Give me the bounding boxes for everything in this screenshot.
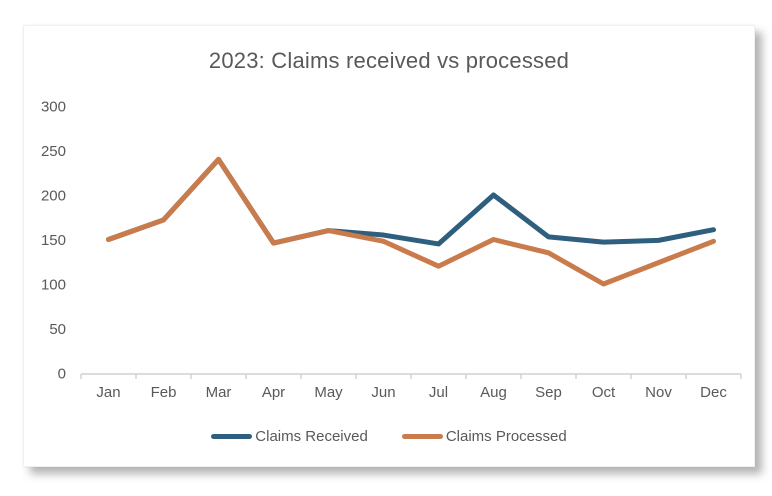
x-axis-label: Aug bbox=[480, 384, 507, 401]
x-axis-label: Nov bbox=[645, 384, 672, 401]
legend-label-claims-processed: Claims Processed bbox=[445, 428, 567, 445]
chart-plot-area: 0 50 100 150 200 250 300 Jan Feb Mar Apr May Jun Jul A… bbox=[41, 99, 742, 401]
chart-legend: Claims Received Claims Processed bbox=[24, 428, 754, 445]
chart-card: 0 50 100 150 200 250 300 Jan Feb Mar Apr May Jun Jul A… bbox=[23, 25, 755, 467]
y-axis-label: 300 bbox=[41, 99, 66, 116]
legend-item-claims-received: Claims Received bbox=[211, 428, 368, 445]
y-axis-label: 100 bbox=[41, 277, 66, 294]
x-axis-label: Mar bbox=[206, 384, 232, 401]
series-line-claims-processed bbox=[106, 156, 716, 287]
y-axis-label: 0 bbox=[58, 366, 66, 383]
y-axis-label: 250 bbox=[41, 143, 66, 160]
x-axis-label: May bbox=[314, 384, 343, 401]
x-axis-label: Apr bbox=[262, 384, 285, 401]
y-axis-label: 200 bbox=[41, 188, 66, 205]
x-axis-label: Feb bbox=[151, 384, 177, 401]
series-line-claims-received bbox=[106, 156, 716, 247]
x-axis-label: Jul bbox=[429, 384, 448, 401]
x-axis-label: Sep bbox=[535, 384, 562, 401]
y-axis-label: 50 bbox=[49, 321, 66, 338]
x-axis-label: Oct bbox=[592, 384, 616, 401]
legend-swatch-claims-processed bbox=[401, 434, 443, 439]
legend-label-claims-received: Claims Received bbox=[255, 428, 368, 445]
x-axis-label: Jan bbox=[96, 384, 120, 401]
legend-swatch-claims-received bbox=[211, 434, 253, 439]
y-axis-label: 150 bbox=[41, 232, 66, 249]
legend-item-claims-processed: Claims Processed bbox=[401, 428, 567, 445]
x-axis-label: Dec bbox=[700, 384, 727, 401]
chart-title: 2023: Claims received vs processed bbox=[208, 48, 570, 73]
x-axis-label: Jun bbox=[371, 384, 395, 401]
